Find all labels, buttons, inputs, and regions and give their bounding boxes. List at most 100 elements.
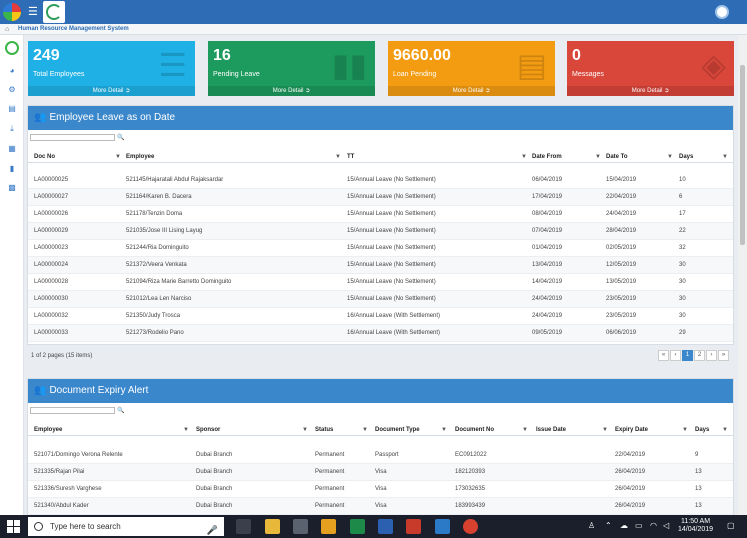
cell-days: 30 (679, 313, 686, 319)
table-row[interactable]: LA00000023 521244/Ria Dominguito 15/Annual… (28, 240, 733, 257)
home-icon[interactable]: ⌂ (5, 26, 10, 33)
windows-start-icon[interactable] (7, 520, 20, 533)
document-icon[interactable]: ▤ (8, 104, 16, 113)
calendar-icon[interactable]: ▦ (8, 144, 16, 153)
search-icon[interactable]: 🔍 (117, 135, 125, 141)
table-row[interactable]: LA00000028 521094/Riza Marie Barretto Dom… (28, 274, 733, 291)
filter-icon[interactable]: ▼ (722, 154, 728, 160)
word-icon[interactable] (378, 519, 393, 534)
excel-icon[interactable] (350, 519, 365, 534)
filter-icon[interactable]: ▼ (115, 154, 121, 160)
table-row[interactable]: LA00000024 521372/Veera Venkata 15/Annual … (28, 257, 733, 274)
cell-days: 30 (679, 279, 686, 285)
grid-icon[interactable]: ▩ (8, 183, 16, 192)
table-row[interactable]: LA00000025 521145/Hajaratali Abdul Rajaks… (28, 172, 733, 189)
user-avatar[interactable] (715, 5, 729, 19)
battery-icon[interactable]: ▭ (635, 521, 643, 530)
task-view-icon[interactable] (236, 519, 251, 534)
download-icon[interactable]: ⤓ (10, 124, 14, 133)
notifications-icon[interactable]: ▢ (727, 521, 735, 530)
pending-leave-card[interactable]: 16 Pending Leave ▮▮ More Detail ➲ (208, 41, 375, 96)
total-employees-card[interactable]: 249 Total Employees ☰ More Detail ➲ (28, 41, 195, 96)
cell-date-from: 08/04/2019 (532, 211, 563, 217)
settings-icon[interactable]: ⚙ (8, 85, 16, 94)
filter-icon[interactable]: ▼ (521, 154, 527, 160)
more-detail-link[interactable]: More Detail ➲ (388, 86, 555, 96)
system-clock[interactable]: 11:50 AM 14/04/2019 (678, 518, 713, 534)
table-row[interactable]: LA00000032 521350/Judy Trosca 16/Annual Le… (28, 308, 733, 325)
cell-doc-no: LA00000026 (34, 211, 69, 217)
app-icon[interactable] (435, 519, 450, 534)
filter-icon[interactable]: ▼ (722, 427, 728, 433)
filter-icon[interactable]: ▼ (522, 427, 528, 433)
table-row[interactable]: 521335/Rajan Pilai Dubai Branch Permanent V… (28, 464, 733, 481)
cell-date-to: 23/05/2019 (606, 313, 637, 319)
table-row[interactable]: 521340/Abdul Kader Dubai Branch Permanent V… (28, 498, 733, 515)
more-detail-link[interactable]: More Detail ➲ (28, 86, 195, 96)
loan-pending-card[interactable]: 9660.00 Loan Pending ▤ More Detail ➲ (388, 41, 555, 96)
cell-date-to: 22/04/2019 (606, 194, 637, 200)
col-issue-date: Issue Date (536, 427, 567, 433)
cell-date-from: 24/04/2019 (532, 313, 563, 319)
last-page-button[interactable]: » (718, 350, 729, 361)
filter-icon[interactable]: ▼ (667, 154, 673, 160)
table-row[interactable]: LA00000027 521164/Karen B. Dacera 15/Annua… (28, 189, 733, 206)
wifi-icon[interactable]: ◠ (650, 521, 657, 530)
cell-status: Permanent (315, 469, 345, 475)
prev-page-button[interactable]: ‹ (670, 350, 681, 361)
cell-doc-no: LA00000025 (34, 177, 69, 183)
app-icon[interactable] (293, 519, 308, 534)
page-1-button[interactable]: 1 (682, 350, 693, 361)
cell-sponsor: Dubai Branch (196, 469, 233, 475)
next-page-button[interactable]: › (706, 350, 717, 361)
tray-chevron-icon[interactable]: ⌃ (605, 521, 612, 530)
first-page-button[interactable]: « (658, 350, 669, 361)
company-logo[interactable] (43, 1, 65, 23)
table-row[interactable]: LA00000030 521012/Lea Len Narciso 15/Annua… (28, 291, 733, 308)
more-detail-link[interactable]: More Detail ➲ (567, 86, 734, 96)
cloud-icon[interactable]: ☁ (620, 521, 628, 530)
people-icon[interactable]: ♙ (588, 521, 596, 530)
page-2-button[interactable]: 2 (694, 350, 705, 361)
table-row[interactable]: 521336/Suresh Varghese Dubai Branch Perman… (28, 481, 733, 498)
col-days: Days (679, 154, 694, 160)
filter-icon[interactable]: ▼ (302, 427, 308, 433)
col-status: Status (315, 427, 334, 433)
dashboard-icon[interactable]: ◕ (9, 66, 15, 75)
chrome-icon[interactable] (463, 519, 478, 534)
volume-icon[interactable]: ◁ (663, 521, 670, 530)
leave-search-input[interactable] (30, 134, 115, 141)
filter-icon[interactable]: ▼ (595, 154, 601, 160)
employee-leave-panel: 👥 Employee Leave as on Date 🔍 Doc No ▼ Em… (27, 105, 734, 361)
messages-card[interactable]: 0 Messages ◈ More Detail ➲ (567, 41, 734, 96)
cell-status: Permanent (315, 486, 345, 492)
list-icon: ☰ (158, 47, 187, 83)
microphone-icon[interactable]: 🎤 (206, 525, 218, 535)
table-row[interactable]: 521071/Domingo Verona Relente Dubai Branc… (28, 447, 733, 464)
taskbar-search-input[interactable]: Type here to search 🎤 (28, 517, 224, 536)
menu-toggle-icon[interactable]: ☰ (28, 6, 38, 18)
table-row[interactable]: LA00000026 521178/Tenzin Doma 15/Annual Le… (28, 206, 733, 223)
page-scrollbar[interactable] (738, 35, 747, 515)
table-row[interactable]: LA00000029 521035/Jose III Lising Layug 15… (28, 223, 733, 240)
file-explorer-icon[interactable] (265, 519, 280, 534)
app-icon[interactable] (406, 519, 421, 534)
filter-icon[interactable]: ▼ (682, 427, 688, 433)
cell-expiry-date: 26/04/2019 (615, 503, 646, 509)
top-bar: ☰ (0, 0, 747, 24)
app-icon[interactable] (321, 519, 336, 534)
file-icon[interactable]: ▮ (9, 164, 15, 173)
table-row[interactable]: LA00000033 521273/Rodelio Pano 16/Annual L… (28, 325, 733, 342)
search-icon[interactable]: 🔍 (117, 408, 125, 414)
filter-icon[interactable]: ▼ (335, 154, 341, 160)
cell-tt: 16/Annual Leave (With Settlement) (347, 313, 441, 319)
more-detail-link[interactable]: More Detail ➲ (208, 86, 375, 96)
filter-icon[interactable]: ▼ (441, 427, 447, 433)
expiry-search-input[interactable] (30, 407, 115, 414)
filter-icon[interactable]: ▼ (183, 427, 189, 433)
filter-icon[interactable]: ▼ (362, 427, 368, 433)
col-doc-no: Doc No (34, 154, 55, 160)
sidebar-logo-icon[interactable] (5, 41, 19, 55)
cell-expiry-date: 26/04/2019 (615, 469, 646, 475)
filter-icon[interactable]: ▼ (602, 427, 608, 433)
